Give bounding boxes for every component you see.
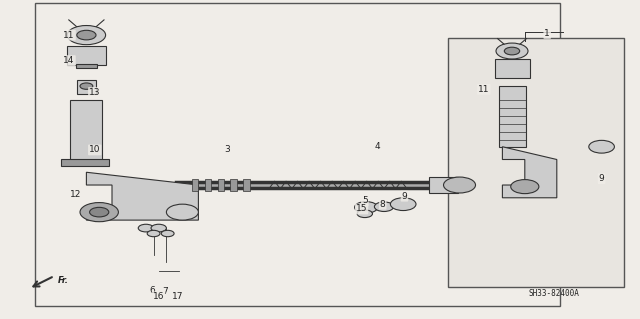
Bar [429,177,458,193]
Text: 5: 5 [362,197,367,205]
Text: 14: 14 [63,56,75,65]
Circle shape [390,198,416,211]
Bar [495,59,530,78]
Polygon shape [86,172,198,220]
Bar [35,3,560,306]
Circle shape [80,83,93,89]
Text: 12: 12 [70,190,81,199]
Circle shape [161,230,174,237]
Bar [76,64,97,68]
Circle shape [589,140,614,153]
Circle shape [357,210,372,218]
Circle shape [151,224,166,232]
Text: 13: 13 [89,88,100,97]
Circle shape [138,224,154,232]
Text: 11: 11 [63,31,75,40]
Polygon shape [502,147,557,198]
Text: 7: 7 [163,287,168,296]
Circle shape [166,204,198,220]
Bar [77,80,96,94]
Circle shape [374,202,394,211]
Circle shape [67,26,106,45]
Text: 2: 2 [509,63,515,71]
Circle shape [496,43,528,59]
Bar [67,46,106,65]
Text: 16: 16 [153,292,164,301]
Bar [61,159,109,166]
Text: SH33-82400A: SH33-82400A [528,289,579,298]
Bar [243,179,250,191]
Text: 6: 6 [150,286,155,295]
Bar [218,179,224,191]
Text: 10: 10 [89,145,100,154]
Bar [230,179,237,191]
Text: 1: 1 [545,29,550,38]
Bar [499,86,526,147]
Circle shape [90,207,109,217]
Circle shape [504,47,520,55]
Text: 9: 9 [402,192,407,201]
Circle shape [444,177,476,193]
Text: 15: 15 [356,204,367,213]
Text: 3: 3 [225,145,230,154]
Text: 11: 11 [478,85,490,94]
Text: 17: 17 [172,292,184,300]
Text: Fr.: Fr. [58,276,68,285]
Circle shape [355,202,378,213]
Circle shape [511,180,539,194]
Circle shape [147,230,160,237]
Text: 9: 9 [599,174,604,183]
Circle shape [77,30,96,40]
Text: 4: 4 [375,142,380,151]
Circle shape [80,203,118,222]
Bar [448,38,624,287]
Bar [192,179,198,191]
Text: 8: 8 [380,200,385,209]
Bar [205,179,211,191]
Text: 14: 14 [500,117,511,126]
Bar [70,100,102,160]
